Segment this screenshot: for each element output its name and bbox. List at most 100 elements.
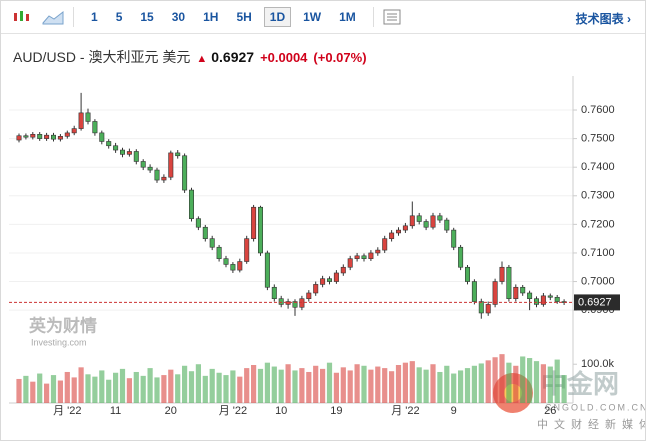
volume-bar bbox=[547, 366, 553, 403]
candle-body bbox=[395, 229, 401, 234]
candle-body bbox=[37, 134, 43, 139]
candle-body bbox=[30, 134, 36, 138]
tech-chart-link[interactable]: 技术图表 › bbox=[575, 12, 631, 26]
candle-body bbox=[133, 151, 139, 162]
candle-body bbox=[444, 219, 450, 231]
volume-bar bbox=[395, 365, 402, 403]
candle-body bbox=[106, 141, 112, 147]
volume-bar bbox=[423, 369, 429, 403]
candle-body bbox=[99, 132, 105, 142]
separator bbox=[73, 7, 74, 27]
volume-bar bbox=[368, 369, 374, 403]
candle-body bbox=[306, 292, 312, 300]
candle-body bbox=[451, 229, 457, 248]
interval-button[interactable]: 1D bbox=[263, 7, 292, 27]
interval-button[interactable]: 15 bbox=[140, 10, 154, 24]
candle-body bbox=[85, 112, 91, 122]
volume-bar bbox=[492, 357, 498, 403]
candle-body bbox=[547, 295, 553, 298]
volume-bar bbox=[85, 374, 91, 403]
candle-body bbox=[506, 266, 512, 300]
candle-body bbox=[50, 134, 56, 140]
interval-button[interactable]: 5 bbox=[115, 10, 123, 24]
volume-bar bbox=[147, 368, 153, 403]
candle-body bbox=[492, 281, 498, 305]
candle-body bbox=[285, 301, 291, 305]
volume-bar bbox=[499, 354, 505, 403]
volume-bar bbox=[354, 364, 360, 403]
x-tick-label: 月 '22 bbox=[53, 405, 81, 417]
x-tick-label: 11 bbox=[110, 405, 121, 417]
volume-bar bbox=[513, 365, 519, 403]
candle-body bbox=[554, 296, 560, 302]
volume-bar bbox=[554, 359, 560, 403]
candle-body bbox=[257, 206, 263, 254]
candle-body bbox=[230, 264, 236, 271]
candle-body bbox=[113, 145, 119, 151]
volume-bar bbox=[140, 375, 146, 403]
volume-bar bbox=[561, 375, 567, 403]
candle-body bbox=[251, 206, 257, 239]
candle-body bbox=[478, 301, 484, 314]
volume-bar bbox=[299, 368, 305, 403]
candle-body bbox=[92, 121, 98, 134]
volume-bar bbox=[375, 366, 381, 403]
volume-bar bbox=[237, 376, 243, 403]
watermark-sub: Investing.com bbox=[31, 337, 87, 347]
candle-icon[interactable] bbox=[11, 8, 31, 26]
candle-body bbox=[78, 112, 84, 129]
candle-body bbox=[375, 249, 381, 254]
volume-bar bbox=[168, 369, 174, 403]
interval-button[interactable]: 30 bbox=[171, 10, 186, 24]
volume-bar bbox=[195, 364, 201, 403]
volume-bar bbox=[533, 361, 540, 403]
watermark-logo: 英为财情 bbox=[29, 315, 97, 335]
candle-body bbox=[313, 284, 319, 294]
y-tick-label: 0.7300 bbox=[581, 190, 615, 202]
candle-body bbox=[437, 215, 443, 221]
volume-tick-label: 100.0k bbox=[581, 358, 615, 370]
price-change: +0.0004 bbox=[260, 50, 308, 65]
candle-body bbox=[540, 295, 546, 305]
candle-body bbox=[271, 286, 277, 300]
candle-body bbox=[416, 215, 422, 222]
y-tick-label: 0.7500 bbox=[581, 133, 615, 145]
candle-body bbox=[209, 238, 215, 248]
last-price: 0.6927 bbox=[211, 49, 255, 65]
candle-body bbox=[244, 238, 250, 262]
volume-bar bbox=[285, 364, 291, 403]
volume-bar bbox=[71, 377, 77, 403]
volume-bar bbox=[119, 368, 126, 403]
volume-bar bbox=[382, 368, 388, 403]
volume-bar bbox=[78, 367, 84, 403]
interval-button[interactable]: 1M bbox=[339, 10, 356, 24]
volume-bar bbox=[520, 356, 526, 403]
candle-body bbox=[520, 286, 526, 294]
grid-icon[interactable] bbox=[382, 8, 402, 26]
interval-button[interactable]: 1W bbox=[303, 10, 322, 24]
candle-body bbox=[361, 255, 367, 259]
volume-bar bbox=[188, 371, 195, 403]
separator bbox=[372, 7, 374, 27]
y-tick-label: 0.7100 bbox=[581, 247, 615, 259]
candle-body bbox=[402, 225, 408, 231]
volume-bar bbox=[223, 375, 229, 403]
candle-body bbox=[533, 298, 539, 305]
volume-bar bbox=[409, 361, 415, 403]
volume-bar bbox=[57, 380, 63, 403]
candle-body bbox=[189, 189, 195, 219]
candle-body bbox=[168, 152, 174, 178]
x-tick-label: 20 bbox=[165, 405, 177, 417]
volume-bar bbox=[506, 362, 512, 403]
volume-bar bbox=[437, 371, 443, 403]
area-icon[interactable] bbox=[41, 8, 65, 26]
interval-button[interactable]: 1 bbox=[91, 10, 98, 24]
candle-body bbox=[147, 166, 153, 171]
interval-group: 1 5 15 30 1H 5H 1D 1W 1M bbox=[82, 7, 365, 27]
candle-body bbox=[223, 258, 229, 265]
interval-button[interactable]: 1H bbox=[203, 10, 219, 24]
candle-body bbox=[464, 266, 470, 282]
candle-body bbox=[423, 221, 429, 228]
interval-button[interactable]: 5H bbox=[236, 10, 252, 24]
